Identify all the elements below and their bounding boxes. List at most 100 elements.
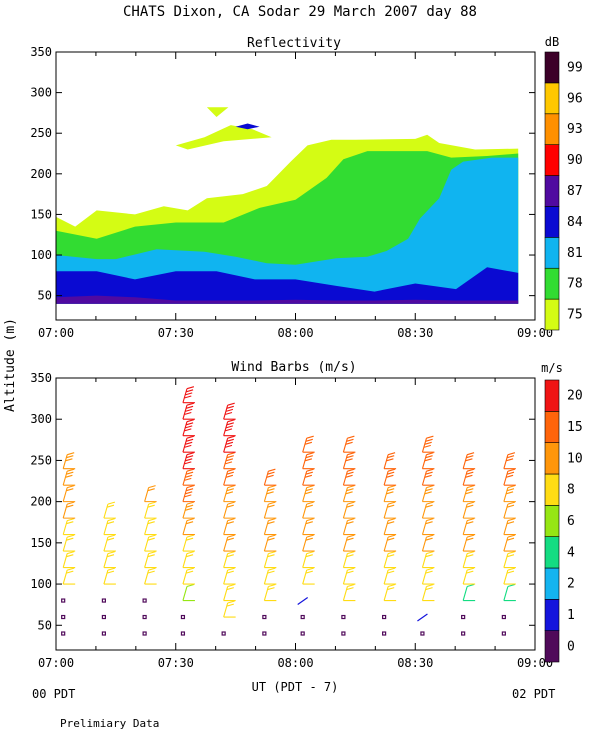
wind-barb <box>462 567 476 585</box>
reflectivity-y-tick-label: 100 <box>30 248 52 262</box>
wind-calm-marker <box>101 598 107 603</box>
wind-barb <box>144 534 157 552</box>
wind-barb <box>383 518 397 536</box>
wind-calm-marker <box>420 631 425 636</box>
wind-calm-marker <box>61 631 66 636</box>
reflectivity-colorbar-swatch <box>544 206 560 238</box>
wind-calm-marker <box>142 598 147 603</box>
wind-barb <box>342 435 356 453</box>
reflectivity-colorbar-label: 93 <box>567 122 583 137</box>
wind-barb <box>462 534 476 552</box>
reflectivity-x-tick-label: 07:00 <box>38 326 74 340</box>
wind-y-tick-label: 200 <box>30 495 52 509</box>
wind-barb <box>223 468 236 486</box>
reflectivity-colorbar-label: 90 <box>567 153 583 168</box>
wind-barb <box>503 567 516 585</box>
wind-barb <box>144 551 157 569</box>
wind-barb <box>144 485 157 503</box>
wind-barbs-plot <box>61 386 516 636</box>
wind-colorbar-swatch <box>544 442 560 475</box>
wind-barb <box>462 518 476 536</box>
wind-calm-marker <box>382 614 387 620</box>
wind-colorbar-label: 1 <box>567 608 575 623</box>
wind-calm-marker <box>142 614 147 620</box>
wind-barb <box>144 518 157 536</box>
y-axis-label: Altitude (m) <box>3 318 18 412</box>
wind-barb <box>263 567 277 585</box>
wind-barb <box>223 419 236 437</box>
wind-barb <box>263 485 277 503</box>
wind-barb <box>503 551 516 569</box>
reflectivity-y-tick-label: 200 <box>30 167 52 181</box>
wind-colorbar-swatch <box>544 473 560 506</box>
wind-calm-marker <box>341 614 346 620</box>
reflectivity-y-tick-label: 250 <box>30 126 52 140</box>
wind-barb <box>62 501 76 519</box>
wind-x-tick-label: 08:00 <box>277 656 313 670</box>
wind-barb <box>302 435 315 453</box>
wind-barb <box>383 567 397 585</box>
wind-barb <box>342 583 356 602</box>
wind-barb <box>503 452 516 470</box>
wind-barbs-title: Wind Barbs (m/s) <box>231 360 356 375</box>
wind-colorbar-swatch <box>544 411 560 443</box>
wind-barb <box>503 518 516 536</box>
wind-barb <box>462 551 476 569</box>
wind-barb <box>62 567 76 585</box>
wind-calm-marker <box>180 614 186 620</box>
wind-barb <box>62 485 76 503</box>
wind-barb <box>182 551 195 569</box>
wind-barb <box>421 567 435 585</box>
wind-barb <box>417 613 428 622</box>
wind-frame <box>55 377 536 651</box>
reflectivity-y-tick-label: 150 <box>30 207 52 221</box>
wind-calm-marker <box>61 614 66 620</box>
wind-barb <box>342 501 356 519</box>
wind-barb <box>223 452 236 470</box>
wind-barb <box>421 468 435 486</box>
wind-barb <box>103 551 116 569</box>
wind-x-tick-label: 08:30 <box>397 656 433 670</box>
reflectivity-x-tick-label: 07:30 <box>158 326 194 340</box>
wind-barb <box>421 518 435 536</box>
wind-barb <box>182 402 195 420</box>
wind-barb <box>342 567 356 585</box>
reflectivity-colorbar-label: 96 <box>567 91 583 106</box>
wind-calm-marker <box>262 631 267 636</box>
wind-barb <box>182 501 195 519</box>
wind-barb <box>144 567 157 585</box>
wind-barb <box>421 435 435 453</box>
reflectivity-x-tick-label: 08:00 <box>277 326 313 340</box>
wind-barb <box>302 518 315 536</box>
wind-colorbar-label: m/s <box>541 361 563 375</box>
wind-colorbar-label: 15 <box>567 420 583 435</box>
wind-barb <box>182 435 195 453</box>
wind-barb <box>302 534 315 552</box>
reflectivity-colorbar-swatch <box>544 267 560 300</box>
reflectivity-contours <box>56 107 519 304</box>
wind-barb <box>462 583 476 602</box>
wind-colorbar-label: 6 <box>567 514 575 529</box>
wind-barb <box>144 501 157 519</box>
reflectivity-region-81db <box>56 157 519 304</box>
wind-barb <box>302 468 315 486</box>
wind-y-tick-label: 50 <box>38 618 52 632</box>
wind-barb <box>103 567 116 585</box>
wind-barb <box>462 485 476 503</box>
wind-barb <box>223 485 236 503</box>
figure-title: CHATS Dixon, CA Sodar 29 March 2007 day … <box>123 4 477 20</box>
x-axis-label: UT (PDT - 7) <box>252 680 339 694</box>
wind-colorbar-label: 2 <box>567 577 575 592</box>
wind-barb <box>62 551 76 569</box>
wind-barb <box>182 468 195 486</box>
reflectivity-colorbar-swatch <box>544 298 560 331</box>
wind-calm-marker <box>101 631 107 636</box>
wind-barb <box>62 468 76 486</box>
wind-calm-marker <box>142 631 147 636</box>
wind-barb <box>223 518 236 536</box>
wind-barb <box>342 485 356 503</box>
reflectivity-colorbar-swatch <box>544 144 560 176</box>
wind-calm-marker <box>262 614 267 620</box>
footnote: Prelimiary Data <box>60 717 159 730</box>
wind-barb <box>223 402 236 420</box>
